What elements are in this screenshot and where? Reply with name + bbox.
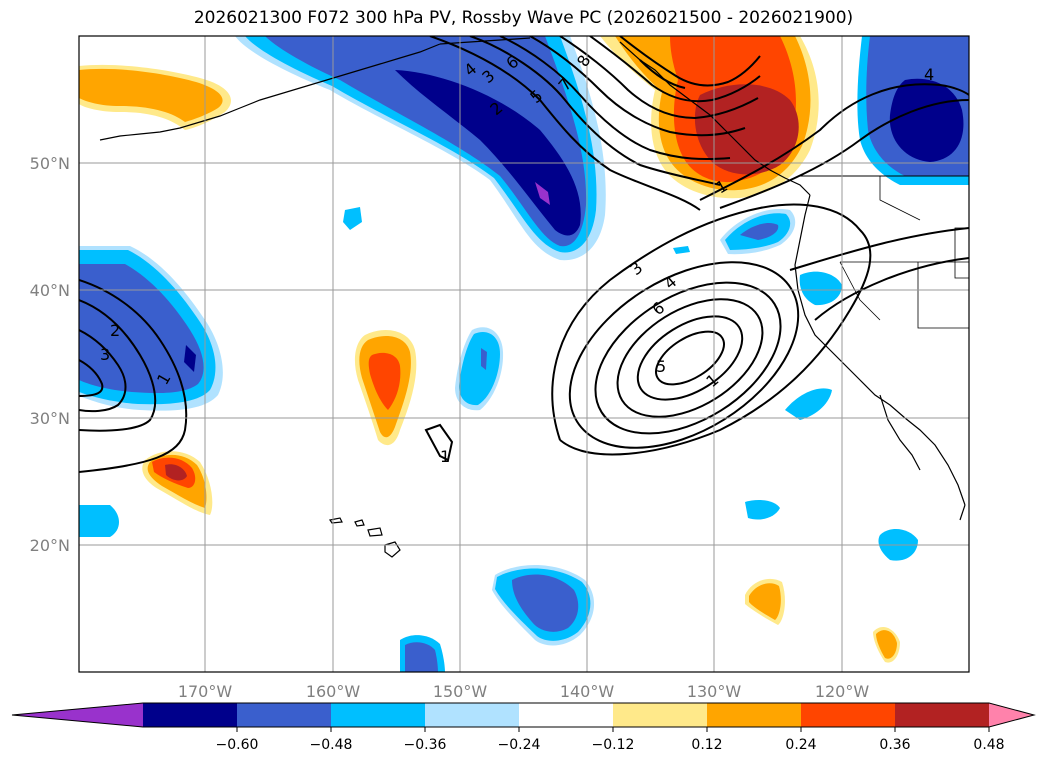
contour-label: 2 xyxy=(110,321,120,340)
pv-positive-bering-sea xyxy=(79,64,232,130)
lon-label: 140°W xyxy=(560,682,615,701)
colorbar-tick-label: 0.48 xyxy=(973,737,1004,753)
graticule xyxy=(79,36,969,672)
colorbar-tick-label: 0.36 xyxy=(879,737,910,753)
colorbar-tick-label: −0.36 xyxy=(404,737,447,753)
pv-negative-west-edge xyxy=(79,505,119,537)
colorbar-tick-labels: −0.60 −0.48 −0.36 −0.24 −0.12 0.12 0.24 0.36 0.4… xyxy=(216,727,1005,753)
colorbar-tick-label: 0.12 xyxy=(691,737,722,753)
colorbar-segment xyxy=(237,703,332,727)
colorbar-segment xyxy=(143,703,238,727)
plot-frame xyxy=(78,35,970,673)
colorbar-outline xyxy=(11,702,1036,728)
lat-label: 40°N xyxy=(30,281,70,300)
pv-negative-small-south xyxy=(745,500,780,520)
colorbar-tick-label: 0.24 xyxy=(785,737,816,753)
lon-label: 130°W xyxy=(687,682,742,701)
colorbar-segment xyxy=(801,703,896,727)
pv-positive-south-west xyxy=(142,451,213,515)
colorbar-segment xyxy=(707,703,802,727)
colorbar-tick-label: −0.12 xyxy=(592,737,635,753)
colorbar-segment xyxy=(331,703,426,727)
lon-label: 150°W xyxy=(433,682,488,701)
colorbar-segment xyxy=(519,703,614,727)
pv-positive-small-southeast xyxy=(873,627,900,663)
colorbar-tick-label: −0.48 xyxy=(310,737,353,753)
pv-negative-trough-gulf-of-alaska xyxy=(235,36,606,261)
colorbar-segment xyxy=(425,703,520,727)
pv-positive-south-east xyxy=(745,578,785,625)
colorbar xyxy=(11,702,1036,728)
lon-label: 160°W xyxy=(306,682,361,701)
pv-negative-bottom xyxy=(400,635,445,672)
pv-negative-south-central xyxy=(492,564,595,646)
pv-negative-small-north xyxy=(343,207,362,230)
colorbar-segment xyxy=(895,703,990,727)
lat-label: 30°N xyxy=(30,409,70,428)
colorbar-extend-min xyxy=(12,703,143,727)
contour-label: 5 xyxy=(656,357,666,376)
pv-negative-central-pacific xyxy=(455,327,504,411)
coastlines xyxy=(99,37,969,558)
lat-label: 20°N xyxy=(30,536,70,555)
longitude-labels: 170°W 160°W 150°W 140°W 130°W 120°W xyxy=(178,682,870,701)
contour-label: 4 xyxy=(924,65,934,84)
colorbar-extend-max xyxy=(989,703,1034,727)
pv-negative-baja xyxy=(785,388,832,420)
latitude-labels: 50°N 40°N 30°N 20°N xyxy=(30,154,70,555)
colorbar-segment xyxy=(613,703,708,727)
map-title: 2026021300 F072 300 hPa PV, Rossby Wave … xyxy=(193,8,854,28)
pv-negative-california-coast xyxy=(673,209,842,306)
rossby-wave-contours xyxy=(79,36,969,473)
lon-label: 120°W xyxy=(815,682,870,701)
pv-positive-central-pacific xyxy=(354,330,417,446)
colorbar-tick-label: −0.60 xyxy=(216,737,259,753)
contour-label: 3 xyxy=(100,345,110,364)
contour-label: 1 xyxy=(440,447,450,466)
lon-label: 170°W xyxy=(178,682,233,701)
colorbar-tick-label: −0.24 xyxy=(498,737,541,753)
pv-negative-northeast-corner xyxy=(857,36,969,185)
lat-label: 50°N xyxy=(30,154,70,173)
pv-positive-ridge-british-columbia xyxy=(600,36,819,199)
